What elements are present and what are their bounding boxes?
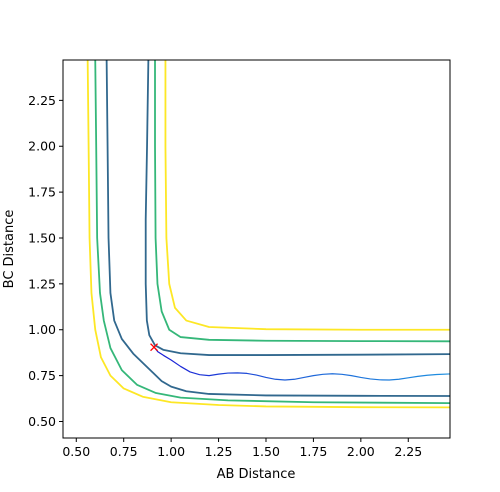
y-tick-label: 2.25	[28, 93, 56, 108]
y-tick-label: 1.75	[28, 185, 56, 200]
y-axis: 0.50 0.75 1.00 1.25 1.50 1.75 2.00 2.25	[28, 93, 63, 429]
trajectory-layer	[153, 346, 451, 381]
y-tick-label: 1.50	[28, 230, 56, 245]
x-tick-label: 0.50	[62, 444, 90, 459]
contour-line-1-0	[94, 59, 451, 405]
plot-frame	[62, 59, 451, 439]
contour-line-1-1	[154, 60, 451, 343]
y-tick-label: 0.50	[28, 414, 56, 429]
x-tick-label: 2.25	[394, 444, 422, 459]
marker-layer	[150, 343, 159, 352]
x-axis: 0.50 0.75 1.00 1.25 1.50 1.75 2.00 2.25	[62, 438, 422, 459]
contour-line-0-1	[164, 60, 450, 331]
x-tick-label: 1.75	[299, 444, 327, 459]
y-tick-label: 1.00	[28, 322, 56, 337]
x-tick-label: 1.50	[252, 444, 280, 459]
y-axis-label: BC Distance	[2, 210, 17, 289]
y-tick-label: 1.25	[28, 276, 56, 291]
trajectory-line	[153, 346, 451, 381]
x-tick-label: 1.25	[205, 444, 233, 459]
y-tick-label: 2.00	[28, 139, 56, 154]
x-tick-label: 0.75	[110, 444, 138, 459]
start-marker	[150, 343, 159, 352]
x-axis-label: AB Distance	[217, 467, 296, 482]
contour-line-0-0	[86, 59, 451, 409]
x-tick-label: 1.00	[157, 444, 185, 459]
x-tick-label: 2.00	[347, 444, 375, 459]
y-tick-label: 0.75	[28, 368, 56, 383]
contour-line-2-0	[105, 59, 451, 397]
